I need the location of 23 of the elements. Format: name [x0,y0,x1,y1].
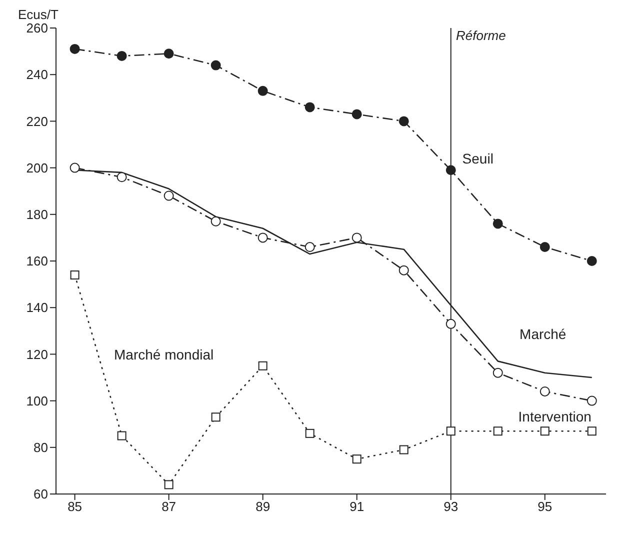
y-tick-label: 100 [26,393,48,408]
series-label: Marché mondial [114,346,214,363]
y-tick-label: 200 [26,160,48,176]
x-tick-label: 87 [162,499,176,514]
y-tick-label: 220 [26,114,48,129]
y-tick-label: 240 [26,67,48,82]
ref-line-label: Réforme [456,28,506,44]
x-tick-label: 95 [538,499,552,514]
series-label: Marché [520,326,566,342]
y-tick-label: 260 [26,20,48,36]
x-tick-label: 89 [256,499,270,514]
series-label: Intervention [518,408,592,424]
x-tick-label: 85 [68,499,82,514]
series-label: Seuil [462,150,494,167]
x-tick-label: 91 [350,499,364,514]
y-tick-label: 160 [26,254,48,269]
y-tick-label: 120 [26,346,48,362]
x-tick-label: 93 [444,499,458,514]
y-tick-label: 60 [34,486,48,502]
y-tick-label: 140 [26,300,48,316]
y-axis-title: Ecus/T [18,7,59,22]
y-tick-label: 80 [34,440,48,456]
y-tick-label: 180 [26,207,48,222]
